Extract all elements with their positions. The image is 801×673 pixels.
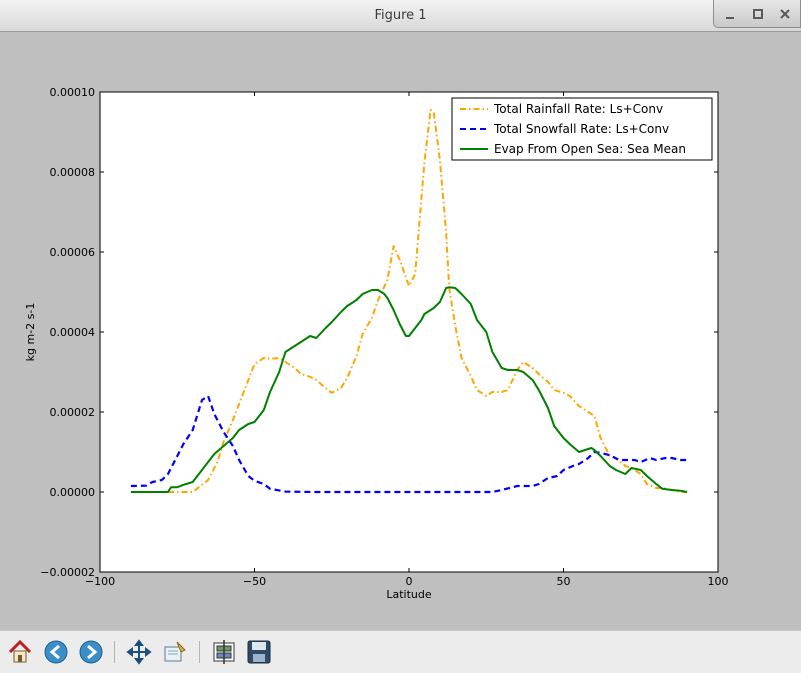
x-tick-label: −50 — [243, 575, 266, 588]
series-line-0 — [168, 109, 688, 493]
back-arrow-icon — [44, 640, 68, 664]
x-tick-label: −100 — [85, 575, 115, 588]
home-icon — [8, 639, 32, 663]
subplots-icon — [213, 640, 235, 664]
toolbar-separator — [199, 641, 200, 663]
forward-button[interactable] — [77, 638, 105, 666]
y-tick-label: 0.00006 — [50, 246, 96, 259]
series-line-1 — [130, 394, 688, 494]
zoom-rect-icon — [164, 641, 186, 662]
pan-move-icon — [126, 639, 152, 665]
y-tick-label: 0.00002 — [50, 406, 96, 419]
plot-area — [100, 92, 718, 572]
navigation-toolbar — [0, 630, 801, 673]
zoom-button[interactable] — [161, 638, 189, 666]
x-tick-label: 50 — [557, 575, 571, 588]
close-icon[interactable] — [777, 6, 793, 22]
minimize-icon[interactable] — [722, 6, 738, 22]
y-tick-label: 0.00010 — [50, 86, 96, 99]
window-controls — [713, 0, 801, 28]
legend-label-1: Total Snowfall Rate: Ls+Conv — [493, 122, 669, 136]
line-chart: −100 −50 0 50 100 −0.00002 0.00000 0.00002 0.000… — [24, 86, 729, 601]
y-tick-label: −0.00002 — [40, 566, 95, 579]
legend-label-2: Evap From Open Sea: Sea Mean — [494, 142, 686, 156]
home-button[interactable] — [6, 638, 34, 666]
y-tick-label: 0.00008 — [50, 166, 96, 179]
window-title: Figure 1 — [374, 8, 427, 23]
configure-subplots-button[interactable] — [210, 638, 238, 666]
back-button[interactable] — [42, 638, 70, 666]
save-floppy-icon — [247, 640, 271, 664]
y-axis-label: kg m-2 s-1 — [24, 303, 37, 362]
forward-arrow-icon — [79, 640, 103, 664]
figure-canvas[interactable]: −100 −50 0 50 100 −0.00002 0.00000 0.00002 0.000… — [0, 33, 801, 630]
legend — [451, 97, 713, 161]
series-line-2 — [130, 286, 688, 493]
y-tick-label: 0.00004 — [50, 326, 96, 339]
pan-button[interactable] — [125, 638, 153, 666]
window-titlebar: Figure 1 — [0, 0, 801, 32]
x-axis-label: Latitude — [386, 588, 432, 601]
legend-label-0: Total Rainfall Rate: Ls+Conv — [493, 102, 663, 116]
x-tick-label: 100 — [708, 575, 729, 588]
save-button[interactable] — [245, 638, 273, 666]
toolbar-separator — [114, 641, 115, 663]
x-tick-label: 0 — [406, 575, 413, 588]
maximize-icon[interactable] — [750, 6, 766, 22]
y-tick-label: 0.00000 — [50, 486, 96, 499]
